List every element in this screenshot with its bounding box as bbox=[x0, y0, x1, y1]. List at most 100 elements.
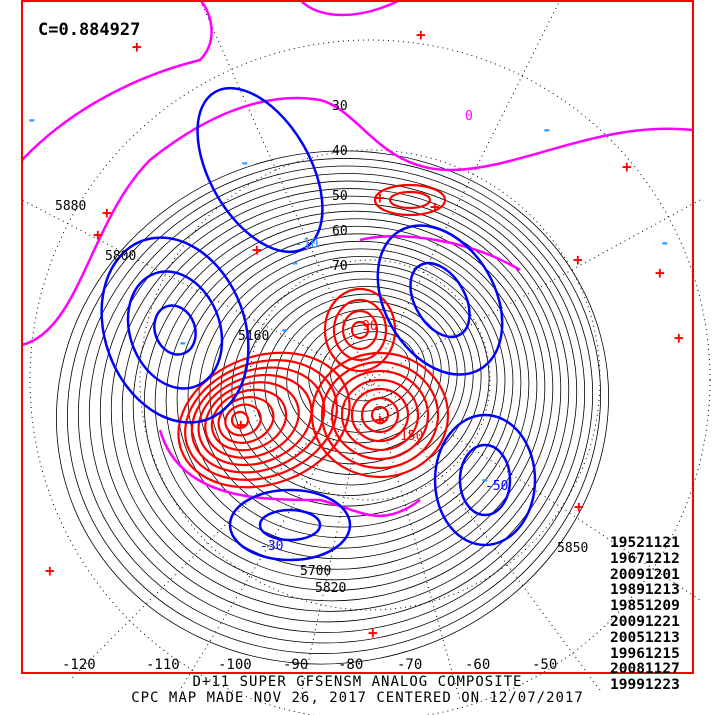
height-label: 5800 bbox=[105, 249, 136, 264]
height-contour bbox=[231, 271, 482, 496]
height-label: 5700 bbox=[300, 564, 331, 579]
height-label: 5880 bbox=[55, 199, 86, 214]
positive-contour bbox=[310, 351, 450, 479]
height-contour bbox=[132, 203, 554, 591]
anomaly-label: 60 bbox=[332, 224, 348, 239]
analog-date: 19521121 bbox=[610, 535, 680, 551]
height-contour bbox=[165, 225, 530, 560]
svg-text:+: + bbox=[132, 37, 142, 56]
negative-contour bbox=[376, 224, 504, 376]
positive-contour bbox=[217, 396, 275, 444]
correlation-label: C=0.884927 bbox=[38, 20, 141, 40]
negative-contour bbox=[433, 413, 537, 547]
svg-text:-: - bbox=[542, 120, 552, 139]
longitude-label: -70 bbox=[397, 657, 423, 673]
positive-contour bbox=[190, 366, 326, 474]
svg-text:-: - bbox=[660, 233, 670, 252]
height-contour bbox=[110, 188, 570, 612]
anomaly-label: 70 bbox=[332, 259, 348, 274]
svg-text:+: + bbox=[574, 497, 584, 516]
negative-contour bbox=[153, 304, 197, 356]
height-contour bbox=[308, 323, 426, 423]
positive-contour bbox=[323, 287, 397, 373]
svg-text:-: - bbox=[27, 110, 37, 129]
analog-date: 20051213 bbox=[610, 629, 680, 646]
negative-contour bbox=[409, 261, 471, 339]
positive-contour bbox=[184, 359, 338, 481]
map-subtitle: CPC MAP MADE NOV 26, 2017 CENTERED ON 12… bbox=[131, 690, 584, 706]
positive-contour bbox=[177, 351, 351, 489]
positive-contour bbox=[360, 396, 400, 434]
svg-text:+: + bbox=[655, 263, 665, 282]
negative-anomaly-contours bbox=[100, 86, 537, 562]
zero-anomaly-lines bbox=[21, 0, 694, 518]
height-contour bbox=[77, 165, 594, 644]
svg-text:+: + bbox=[93, 225, 103, 244]
positive-contour bbox=[330, 369, 430, 461]
svg-text:+: + bbox=[375, 188, 385, 207]
positive-contour bbox=[320, 360, 440, 470]
height-contour bbox=[67, 158, 601, 654]
positive-contour bbox=[373, 183, 447, 217]
negative-contour bbox=[196, 86, 324, 254]
anomaly-label: 150 bbox=[400, 429, 423, 444]
map-frame bbox=[21, 0, 694, 674]
longitude-label: -60 bbox=[465, 657, 491, 673]
height-contour bbox=[99, 180, 578, 623]
svg-text:-: - bbox=[178, 333, 188, 352]
svg-text:+: + bbox=[573, 250, 583, 269]
height-contour bbox=[121, 195, 562, 602]
anomaly-label: 40 bbox=[332, 144, 348, 159]
graticule bbox=[21, 0, 711, 715]
longitude-label: -90 bbox=[283, 657, 309, 673]
svg-text:+: + bbox=[622, 157, 632, 176]
svg-text:+: + bbox=[416, 25, 426, 44]
height-label: 5160 bbox=[238, 329, 269, 344]
anomaly-label: 50 bbox=[332, 189, 348, 204]
svg-text:-: - bbox=[240, 153, 250, 172]
positive-contour bbox=[388, 190, 432, 210]
contour-labels: 5880 5800 5850 5820 5700 5160 30 40 50 6… bbox=[55, 99, 588, 596]
svg-text:+: + bbox=[252, 240, 262, 259]
positive-contour bbox=[370, 405, 390, 425]
positive-contour bbox=[341, 309, 379, 351]
svg-text:+: + bbox=[102, 203, 112, 222]
analog-date: 19991223 bbox=[610, 677, 680, 694]
svg-text:-: - bbox=[480, 470, 490, 489]
positive-contour bbox=[350, 387, 410, 443]
positive-contour bbox=[197, 373, 313, 467]
analog-date: 20091221 bbox=[610, 613, 680, 630]
negative-contour bbox=[258, 508, 322, 542]
height-contour bbox=[198, 248, 506, 528]
svg-text:+: + bbox=[236, 415, 246, 434]
negative-contour bbox=[458, 443, 512, 517]
height-contour bbox=[56, 150, 609, 665]
svg-text:-: - bbox=[280, 320, 290, 339]
analog-date-list: 19521121 19671212 20091201 19891213 1985… bbox=[610, 535, 680, 694]
longitude-label: -100 bbox=[218, 657, 252, 673]
analog-date: 19891213 bbox=[610, 582, 680, 599]
longitude-label: -120 bbox=[62, 657, 96, 673]
positive-contour bbox=[340, 378, 420, 452]
svg-text:+: + bbox=[375, 410, 385, 429]
analog-date: 20091201 bbox=[610, 566, 680, 583]
height-contour bbox=[88, 173, 586, 633]
analog-date: 19851209 bbox=[610, 598, 680, 615]
longitude-label: -80 bbox=[338, 657, 364, 673]
height-contour bbox=[242, 278, 474, 486]
anomaly-label: -30 bbox=[260, 539, 283, 554]
analog-date: 19961215 bbox=[610, 645, 680, 662]
anomaly-label: -10 bbox=[295, 237, 318, 252]
height-contour bbox=[209, 256, 498, 517]
positive-contour bbox=[210, 388, 288, 452]
negative-contour bbox=[228, 488, 352, 562]
negative-contour bbox=[100, 236, 250, 424]
height-contour bbox=[143, 210, 546, 581]
extrema-markers: + + + + + + + + + + + + + + + + bbox=[45, 25, 684, 642]
positive-contour bbox=[332, 298, 388, 362]
anomaly-label: 30 bbox=[332, 99, 348, 114]
positive-contour bbox=[350, 320, 370, 340]
anomaly-label: -50 bbox=[485, 479, 508, 494]
svg-text:+: + bbox=[368, 623, 378, 642]
anomaly-label: 90 bbox=[362, 319, 378, 334]
